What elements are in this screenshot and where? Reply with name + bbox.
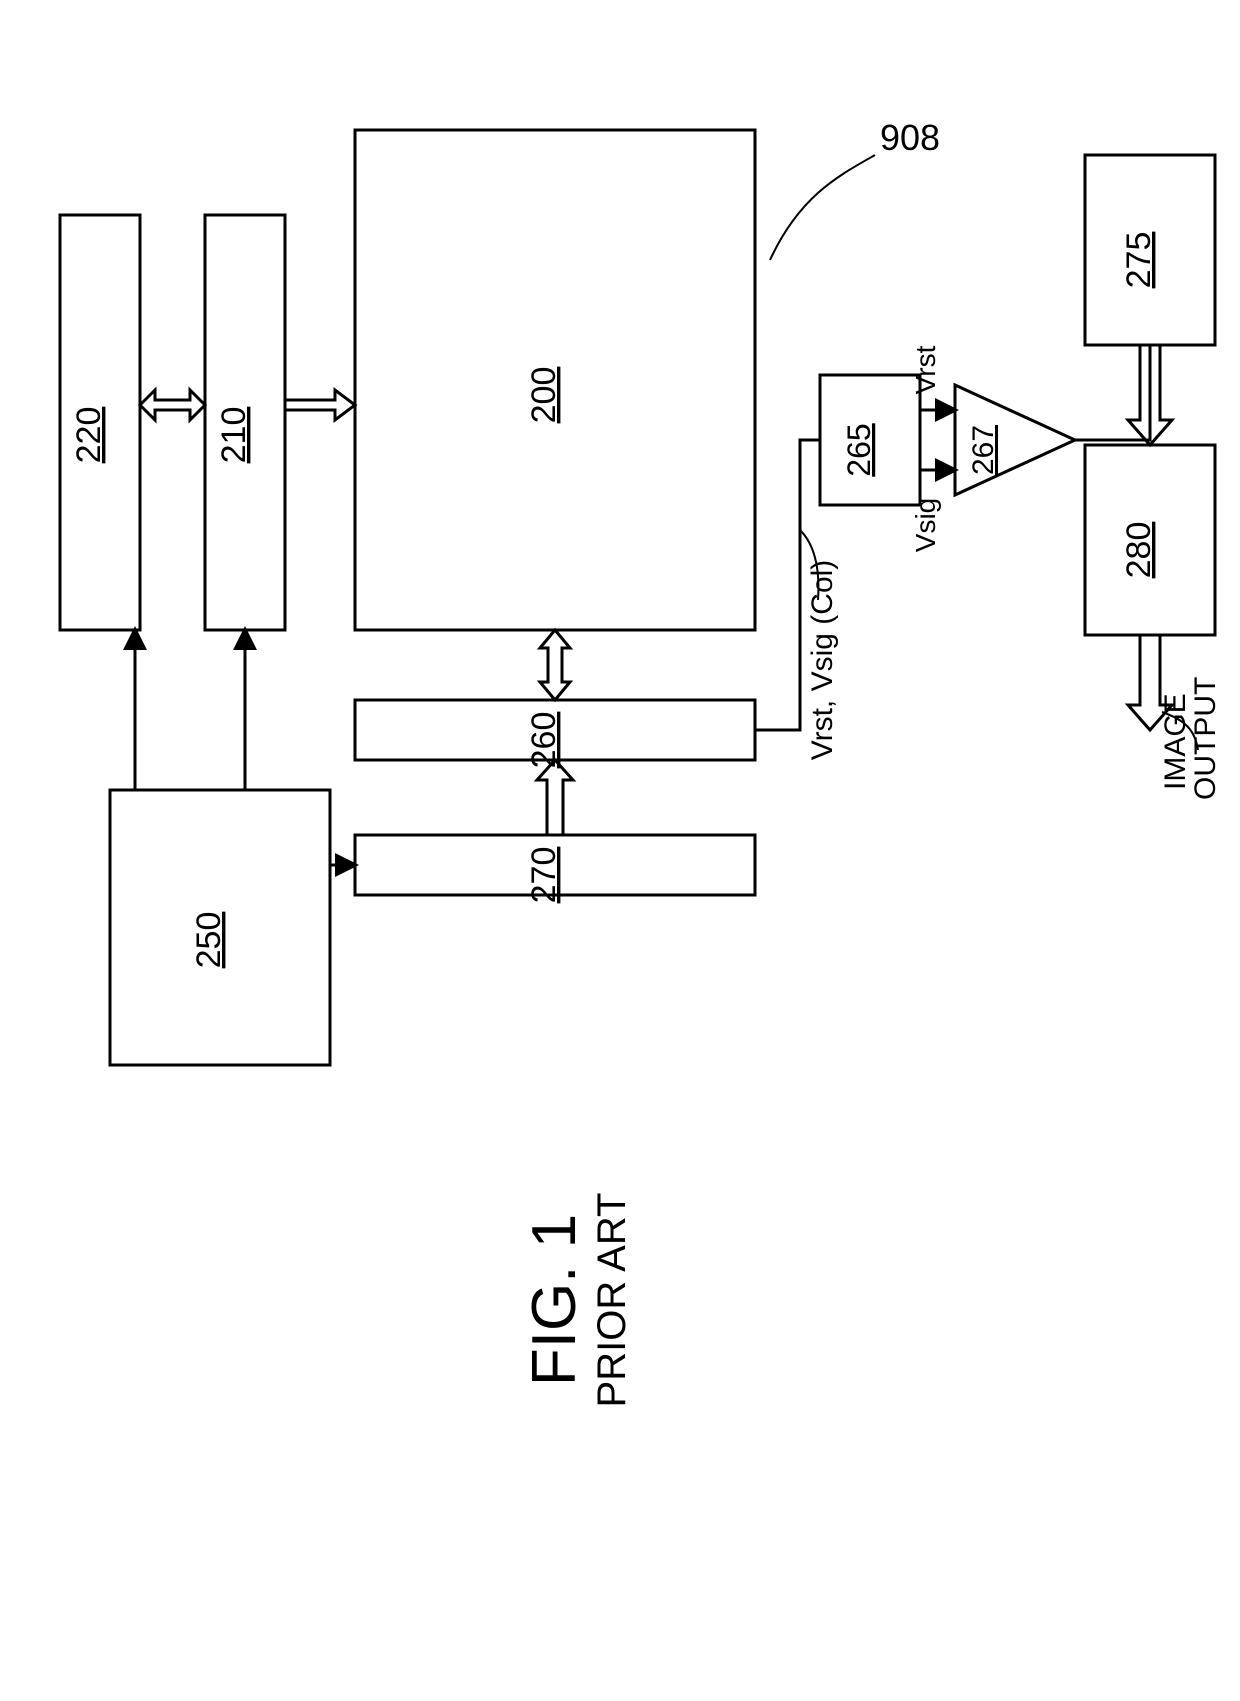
block-220-label: 220 <box>70 407 108 464</box>
ref-leader <box>770 155 875 260</box>
block-265-label: 265 <box>841 423 877 476</box>
block-275-label: 275 <box>1120 232 1158 289</box>
arrow-220-210 <box>140 390 205 420</box>
figure-title-1: FIG. 1 <box>520 1214 589 1386</box>
block-210-label: 210 <box>215 407 253 464</box>
block-260-label: 260 <box>525 712 563 769</box>
block-200-label: 200 <box>525 367 563 424</box>
arrow-270-260 <box>537 760 573 835</box>
col-label: Vrst, Vsig (Col) <box>806 560 839 761</box>
diagram: 908 220 210 200 260 270 250 265 267 275 … <box>0 0 1240 1701</box>
output-label-2: OUTPUT <box>1189 677 1222 800</box>
arrow-200-260 <box>540 630 570 700</box>
block-250-label: 250 <box>190 912 228 969</box>
block-270-label: 270 <box>525 847 563 904</box>
vsig-label: Vsig <box>910 498 941 552</box>
block-267-label: 267 <box>967 425 1000 475</box>
vrst-label: Vrst <box>910 345 941 394</box>
block-280-label: 280 <box>1120 522 1158 579</box>
figure-title-2: PRIOR ART <box>590 1193 634 1408</box>
output-label-1: IMAGE <box>1159 693 1192 790</box>
ref-label: 908 <box>880 117 940 158</box>
arrow-210-200 <box>285 390 355 420</box>
